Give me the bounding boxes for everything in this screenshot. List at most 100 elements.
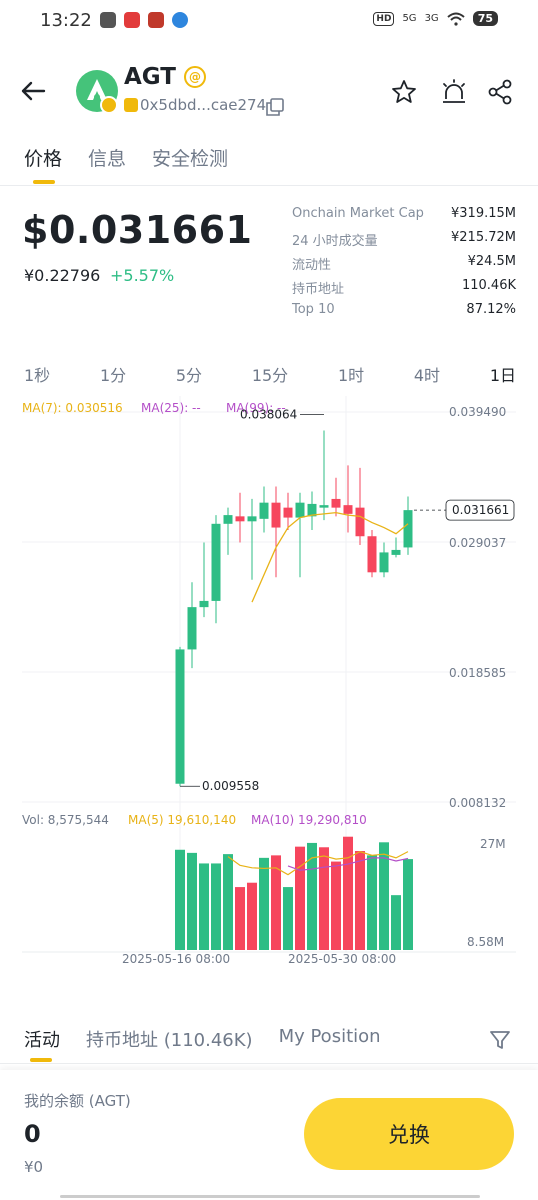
filter-icon[interactable] bbox=[488, 1028, 512, 1052]
volume-bar bbox=[343, 836, 353, 950]
volume-bar bbox=[223, 854, 233, 950]
stat-row-market-cap: Onchain Market Cap ¥319.15M bbox=[292, 206, 516, 230]
price-tick: 0.018585 bbox=[449, 666, 506, 680]
back-arrow-icon[interactable] bbox=[20, 78, 46, 104]
interval-1h[interactable]: 1时 bbox=[337, 366, 365, 385]
stat-row-liquidity: 流动性 ¥24.5M bbox=[292, 254, 516, 278]
at-icon[interactable]: @ bbox=[184, 66, 206, 88]
interval-1s[interactable]: 1秒 bbox=[24, 366, 51, 385]
wifi-icon bbox=[447, 12, 465, 26]
ma99-legend: MA(99): -- bbox=[226, 401, 286, 415]
high-label: 0.038064 bbox=[240, 408, 297, 422]
star-icon[interactable] bbox=[390, 78, 418, 106]
copy-icon[interactable] bbox=[266, 98, 284, 116]
stat-value: ¥319.15M bbox=[451, 206, 516, 221]
volume-ma5-line bbox=[227, 850, 409, 876]
tab-activity[interactable]: 活动 bbox=[24, 1030, 60, 1051]
hd-icon: HD bbox=[373, 11, 395, 26]
stat-row-holders: 持币地址 110.46K bbox=[292, 278, 516, 302]
status-time: 13:22 bbox=[40, 10, 92, 31]
price-tick: 0.039490 bbox=[449, 405, 506, 419]
stat-label: 流动性 bbox=[292, 258, 332, 273]
volume-bar bbox=[271, 855, 281, 950]
x-tick-label: 2025-05-16 08:00 bbox=[122, 952, 230, 966]
stat-value: 87.12% bbox=[466, 302, 516, 317]
contract-address[interactable]: 0x5dbd...cae274 bbox=[124, 96, 266, 114]
interval-1m[interactable]: 1分 bbox=[99, 366, 127, 385]
balance-value: 0 bbox=[24, 1120, 41, 1148]
swap-button[interactable]: 兑换 bbox=[304, 1098, 514, 1170]
interval-15m[interactable]: 15分 bbox=[251, 366, 289, 385]
candle-body bbox=[223, 515, 233, 524]
volume-bar bbox=[187, 852, 197, 950]
candle-body bbox=[379, 552, 389, 573]
token-symbol: AGT bbox=[124, 64, 176, 90]
candle-body bbox=[271, 502, 281, 528]
volume-bar bbox=[247, 882, 257, 950]
volume-bar bbox=[211, 863, 221, 950]
stat-label: 持币地址 bbox=[292, 282, 345, 297]
interval-5m[interactable]: 5分 bbox=[175, 366, 203, 385]
ma7-line bbox=[251, 511, 409, 603]
detail-tabs: 价格 信息 安全检测 bbox=[24, 144, 228, 171]
tab-security[interactable]: 安全检测 bbox=[152, 148, 229, 170]
volume-bar bbox=[283, 887, 293, 950]
candle-body bbox=[295, 502, 305, 518]
ma7-legend: MA(7): 0.030516 bbox=[22, 401, 123, 415]
volume-bar bbox=[259, 857, 269, 950]
last-price-box bbox=[445, 499, 515, 521]
chain-badge-icon bbox=[100, 96, 118, 114]
tab-my-position[interactable]: My Position bbox=[278, 1026, 381, 1047]
browser-app-icon bbox=[172, 12, 188, 28]
candle-body bbox=[307, 503, 317, 517]
volume-bar bbox=[403, 859, 413, 950]
tab-info[interactable]: 信息 bbox=[88, 148, 127, 170]
price-chart[interactable]: MA(7): 0.030516 MA(25): -- MA(99): -- 0.… bbox=[0, 396, 538, 976]
candle-body bbox=[391, 549, 401, 555]
tab-price[interactable]: 价格 bbox=[24, 148, 63, 170]
footer-bar: 我的余额 (AGT) 0 ¥0 兑换 bbox=[0, 1070, 538, 1200]
interval-4h[interactable]: 4时 bbox=[413, 366, 441, 385]
price-tick: 0.008132 bbox=[449, 796, 506, 810]
tab-holders[interactable]: 持币地址 (110.46K) bbox=[86, 1030, 253, 1051]
token-stats: Onchain Market Cap ¥319.15M 24 小时成交量 ¥21… bbox=[292, 206, 516, 326]
volume-bar bbox=[295, 846, 305, 950]
volume-legend: Vol: 8,575,544 bbox=[22, 813, 109, 827]
volume-bar bbox=[355, 851, 365, 950]
address-text: 0x5dbd...cae274 bbox=[140, 96, 267, 114]
ma25-legend: MA(25): -- bbox=[141, 401, 201, 415]
volume-bar bbox=[235, 887, 245, 950]
interval-1d[interactable]: 1日 bbox=[489, 366, 516, 385]
stat-label: Top 10 bbox=[292, 302, 335, 317]
candle-body bbox=[259, 502, 269, 519]
stat-value: ¥215.72M bbox=[451, 230, 516, 245]
stat-row-volume: 24 小时成交量 ¥215.72M bbox=[292, 230, 516, 254]
signal-5g-icon: 5G bbox=[402, 13, 417, 24]
battery-icon: 75 bbox=[472, 11, 498, 26]
candlestick-chart[interactable]: MA(7): 0.030516 MA(25): -- MA(99): -- 0.… bbox=[0, 396, 538, 976]
status-right: HD 5G 3G 75 bbox=[373, 11, 498, 26]
app-icon bbox=[100, 12, 116, 28]
status-bar: 13:22 HD 5G 3G 75 bbox=[0, 0, 538, 44]
candle-body bbox=[355, 507, 365, 537]
address-chain-icon bbox=[124, 98, 138, 112]
interval-selector: 1秒 1分 5分 15分 1时 4时 1日 bbox=[24, 362, 516, 386]
candle-body bbox=[283, 507, 293, 518]
token-logo bbox=[76, 70, 118, 112]
volume-bars bbox=[175, 836, 413, 950]
calendar-app-icon bbox=[148, 12, 164, 28]
share-icon[interactable] bbox=[486, 78, 514, 106]
volume-bar bbox=[199, 863, 209, 950]
stat-label: 24 小时成交量 bbox=[292, 234, 378, 249]
candle-body bbox=[343, 505, 353, 514]
last-price-label: 0.031661 bbox=[452, 503, 509, 517]
stat-value: 110.46K bbox=[461, 278, 516, 293]
volume-tick: 27M bbox=[480, 837, 506, 851]
price-change: +5.57% bbox=[110, 266, 175, 285]
price-alert-icon[interactable] bbox=[440, 78, 468, 106]
volume-tick: 8.58M bbox=[467, 935, 504, 949]
volume-ma5-legend: MA(5) 19,610,140 bbox=[128, 813, 236, 827]
bottom-tab-indicator bbox=[30, 1058, 52, 1062]
stat-row-top10: Top 10 87.12% bbox=[292, 302, 516, 326]
stat-value: ¥24.5M bbox=[467, 254, 516, 269]
